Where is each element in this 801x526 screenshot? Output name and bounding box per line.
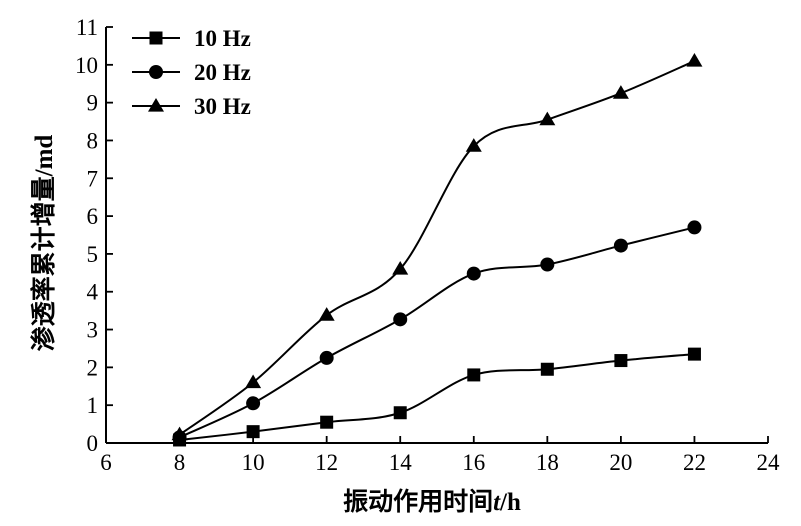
legend-entry: 10 Hz <box>132 26 251 51</box>
y-tick-label: 6 <box>87 204 99 229</box>
data-point <box>466 266 481 281</box>
y-tick-label: 10 <box>75 53 98 78</box>
y-tick-label: 1 <box>87 393 99 418</box>
y-tick-label: 8 <box>87 128 99 153</box>
data-point <box>319 350 334 365</box>
data-point <box>614 354 628 368</box>
x-tick-label: 8 <box>174 450 186 475</box>
data-point <box>467 368 481 382</box>
y-tick-label: 4 <box>87 280 99 305</box>
x-tick-label: 22 <box>683 450 706 475</box>
y-tick-label: 9 <box>87 91 99 116</box>
y-tick-label: 2 <box>87 355 99 380</box>
legend-label: 10 Hz <box>194 26 251 51</box>
y-axis-title: 渗透率累计增量/md <box>29 135 58 352</box>
x-tick-label: 18 <box>536 450 559 475</box>
data-point <box>613 238 628 253</box>
legend-marker <box>149 31 163 45</box>
series-line <box>179 353 695 441</box>
x-tick-label: 24 <box>757 450 781 475</box>
data-point <box>392 261 409 275</box>
x-axis-title-main: 振动作用时间 <box>343 488 493 516</box>
data-point <box>687 220 702 235</box>
y-tick-label: 3 <box>87 318 99 343</box>
data-point <box>612 85 629 99</box>
x-tick-label: 6 <box>100 450 112 475</box>
legend-label: 20 Hz <box>194 60 251 85</box>
series-layer <box>171 53 703 447</box>
x-axis-title-unit: /h <box>499 489 521 516</box>
x-tick-label: 16 <box>462 450 485 475</box>
y-tick-label: 7 <box>87 166 99 191</box>
legend-entry: 30 Hz <box>132 94 251 119</box>
data-point <box>540 362 554 376</box>
data-point <box>246 425 260 439</box>
series-1 <box>172 220 702 445</box>
data-point <box>540 257 555 272</box>
x-axis-title-var: t <box>493 489 501 516</box>
x-tick-label: 12 <box>315 450 338 475</box>
data-point <box>393 312 408 327</box>
data-point <box>393 406 407 420</box>
data-point <box>318 307 335 321</box>
legend-label: 30 Hz <box>194 94 251 119</box>
data-point <box>687 347 701 361</box>
data-point <box>171 426 188 441</box>
data-point <box>686 53 703 67</box>
data-point <box>539 111 556 126</box>
y-tick-label: 5 <box>87 242 99 267</box>
series-2 <box>171 53 703 441</box>
legend-marker <box>148 98 164 112</box>
legend: 10 Hz 20 Hz 30 Hz <box>132 26 251 119</box>
legend-entry: 20 Hz <box>132 60 251 85</box>
data-point <box>465 138 482 152</box>
data-point <box>320 415 334 429</box>
x-axis-title: 振动作用时间t/h <box>343 488 521 516</box>
series-line <box>178 60 695 436</box>
y-tick-label: 0 <box>87 431 99 456</box>
data-point <box>246 396 261 411</box>
x-tick-label: 20 <box>609 450 632 475</box>
data-point <box>245 374 262 389</box>
x-tick-label: 14 <box>389 450 413 475</box>
x-tick-label: 10 <box>242 450 265 475</box>
legend-marker <box>149 65 163 79</box>
y-tick-label: 11 <box>76 15 98 40</box>
